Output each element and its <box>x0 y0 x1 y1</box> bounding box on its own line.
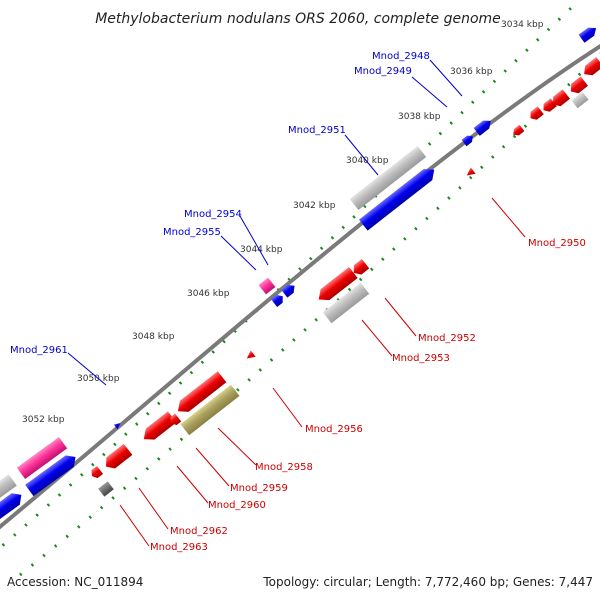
gene-label-mnod-2954[interactable]: Mnod_2954 <box>184 209 242 220</box>
gene-feature-mnod-2961[interactable] <box>113 421 122 430</box>
gene-feature-mnod-2963[interactable] <box>98 481 114 497</box>
gene-feature-reverse[interactable] <box>350 258 370 278</box>
map-title: Methylobacterium nodulans ORS 2060, comp… <box>95 11 501 27</box>
gene-feature-mnod-2949[interactable] <box>461 133 476 147</box>
reverse-genes <box>89 57 600 497</box>
accession-text: Accession: NC_011894 <box>7 575 143 589</box>
tick-label: 3044 kbp <box>240 245 283 255</box>
gene-label-mnod-2952[interactable]: Mnod_2952 <box>418 333 476 344</box>
gene-feature-mnod-2948[interactable] <box>473 117 494 136</box>
gene-feature-mnod-2951-pseudo[interactable] <box>349 146 427 210</box>
gene-label-mnod-2956[interactable]: Mnod_2956 <box>305 424 363 435</box>
tick-label: 3052 kbp <box>22 415 65 425</box>
leader-lines <box>67 59 526 547</box>
forward-genes <box>0 24 599 522</box>
gene-feature-reverse[interactable] <box>540 98 557 114</box>
gene-feature-mnod-2954[interactable] <box>258 277 276 295</box>
leader-line <box>119 504 150 547</box>
gene-feature-mnod-2953[interactable] <box>322 282 370 324</box>
gene-feature-mnod-2959[interactable] <box>180 384 240 436</box>
leader-line <box>176 465 209 504</box>
gene-feature-reverse[interactable] <box>527 106 544 122</box>
leader-line <box>361 319 393 357</box>
gene-labels: Mnod_2948 Mnod_2949 Mnod_2951 Mnod_2954 … <box>10 51 586 553</box>
gene-feature-mnod-2962[interactable] <box>102 443 133 472</box>
tick-label: 3038 kbp <box>398 112 441 122</box>
gene-feature-mnod-2952[interactable] <box>314 266 358 305</box>
genome-summary-text: Topology: circular; Length: 7,772,460 bp… <box>262 575 593 589</box>
gene-feature-mnod-2956[interactable] <box>244 350 256 361</box>
gene-feature-rna[interactable] <box>16 437 68 479</box>
leader-line <box>239 215 269 266</box>
genome-backbone <box>0 44 600 530</box>
leader-line <box>429 59 463 97</box>
leader-line <box>272 387 303 428</box>
gene-feature-reverse[interactable] <box>567 76 588 96</box>
tick-label: 3046 kbp <box>187 289 230 299</box>
outer-tick-track <box>0 0 582 550</box>
leader-line <box>220 235 257 271</box>
gene-feature-mnod-2950[interactable] <box>464 167 476 178</box>
leader-line <box>217 427 257 466</box>
gene-label-mnod-2953[interactable]: Mnod_2953 <box>392 353 450 364</box>
gene-label-mnod-2962[interactable]: Mnod_2962 <box>170 526 228 537</box>
gene-label-mnod-2951[interactable]: Mnod_2951 <box>288 125 346 136</box>
gene-feature-reverse[interactable] <box>511 124 525 138</box>
gene-label-mnod-2959[interactable]: Mnod_2959 <box>230 483 288 494</box>
gene-label-mnod-2958[interactable]: Mnod_2958 <box>255 462 313 473</box>
tick-label: 3042 kbp <box>293 201 336 211</box>
gene-feature-forward[interactable] <box>578 24 599 43</box>
tick-label: 3040 kbp <box>346 156 389 166</box>
gene-feature-mnod-2960[interactable] <box>140 411 177 444</box>
gene-feature-mnod-2951[interactable] <box>359 164 439 231</box>
gene-feature-reverse[interactable] <box>549 89 570 109</box>
gene-label-mnod-2949[interactable]: Mnod_2949 <box>354 66 412 77</box>
gene-feature-mnod-2955-a[interactable] <box>281 282 297 298</box>
leader-line <box>344 134 379 176</box>
gene-feature-reverse[interactable] <box>580 57 600 79</box>
gene-label-mnod-2955[interactable]: Mnod_2955 <box>163 227 221 238</box>
leader-line <box>67 352 107 386</box>
gene-label-mnod-2960[interactable]: Mnod_2960 <box>208 500 266 511</box>
gene-feature-pseudo[interactable] <box>0 474 17 500</box>
gene-label-mnod-2950[interactable]: Mnod_2950 <box>528 238 586 249</box>
tick-label: 3034 kbp <box>501 20 544 30</box>
tick-label: 3036 kbp <box>450 67 493 77</box>
gene-feature-reverse[interactable] <box>168 413 182 427</box>
leader-line <box>491 197 526 238</box>
gene-feature-mnod-2958[interactable] <box>174 371 227 417</box>
leader-line <box>384 297 417 337</box>
gene-feature-pseudo[interactable] <box>571 91 589 109</box>
tick-label: 3048 kbp <box>132 332 175 342</box>
gene-label-mnod-2963[interactable]: Mnod_2963 <box>150 542 208 553</box>
gene-label-mnod-2961[interactable]: Mnod_2961 <box>10 345 68 356</box>
gene-label-mnod-2948[interactable]: Mnod_2948 <box>372 51 430 62</box>
gene-feature-reverse[interactable] <box>89 465 104 480</box>
inner-tick-track <box>19 52 600 577</box>
leader-line <box>411 76 448 108</box>
leader-line <box>195 447 230 487</box>
gene-feature-forward[interactable] <box>25 451 79 497</box>
gene-feature-forward[interactable] <box>0 489 25 522</box>
gene-feature-mnod-2955[interactable] <box>270 292 286 308</box>
tick-labels: 3034 kbp 3036 kbp 3038 kbp 3040 kbp 3042… <box>22 20 544 425</box>
leader-line <box>138 487 169 530</box>
